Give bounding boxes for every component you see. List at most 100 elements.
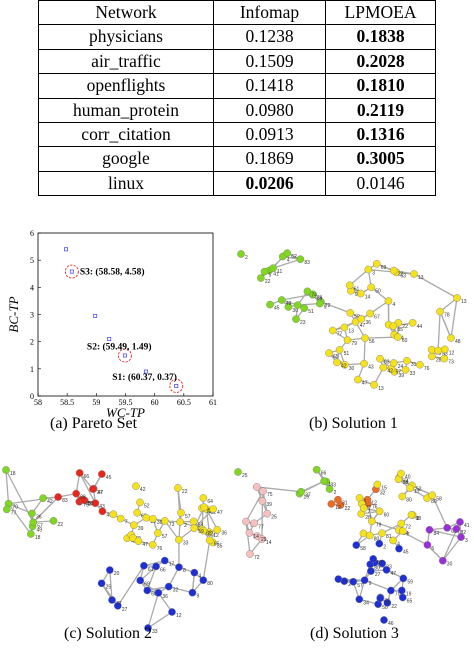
network-cell: air_traffic: [39, 49, 214, 73]
graph-node: [426, 526, 433, 533]
graph-node: [361, 360, 368, 367]
graph-node: [400, 575, 407, 582]
node-label: 36: [36, 514, 42, 520]
node-label: 2: [383, 545, 386, 551]
header-network: Network: [39, 1, 214, 25]
node-label: 22: [391, 604, 397, 610]
graph-node: [140, 562, 147, 569]
node-label: 11: [277, 269, 282, 275]
node-label: 20: [114, 571, 120, 577]
infomap-cell: 0.0913: [214, 122, 326, 146]
node-label: 15: [381, 485, 387, 491]
graph-node: [453, 525, 460, 532]
graph-node: [456, 518, 463, 525]
node-label: 37: [97, 490, 103, 496]
node-label: 30: [447, 562, 453, 568]
graph-node: [130, 522, 137, 529]
graph-edge: [438, 312, 440, 351]
graph-node: [292, 316, 299, 323]
caption-d: (d) Solution 3: [310, 625, 399, 643]
node-label: 80: [374, 565, 380, 571]
node-label: 12: [213, 533, 219, 539]
solution2-network: 4970184222573677662945735547834348375328…: [0, 452, 235, 652]
node-label: 64: [207, 499, 213, 505]
graph-node: [294, 302, 301, 309]
node-label: 28: [80, 495, 86, 501]
header-infomap: Infomap: [214, 1, 326, 25]
graph-node: [441, 346, 448, 353]
node-label: 85: [397, 327, 403, 333]
node-label: 9: [324, 305, 327, 311]
node-label: 7: [125, 520, 128, 526]
node-label: 3: [372, 270, 375, 276]
graph-node: [428, 353, 435, 360]
network-cell: linux: [39, 171, 214, 195]
graph-node: [110, 511, 117, 518]
node-label: 62: [291, 254, 297, 260]
graph-node: [365, 266, 372, 273]
node-label: 18: [35, 535, 41, 541]
node-label: 72: [254, 555, 260, 561]
graph-node: [135, 538, 142, 545]
graph-node: [136, 499, 143, 506]
y-axis-label: BC-TP: [6, 296, 21, 332]
node-label: 81: [386, 534, 392, 540]
graph-node: [76, 469, 83, 476]
graph-node: [206, 537, 213, 544]
graph-node: [439, 557, 446, 564]
node-label: 39: [138, 526, 144, 532]
node-label: 66: [160, 567, 166, 573]
node-label: 32: [173, 588, 179, 594]
graph-node: [367, 567, 374, 574]
node-label: 13: [348, 328, 354, 334]
plot-frame: [38, 233, 213, 396]
graph-node: [237, 250, 244, 257]
node-label: 66: [317, 295, 323, 301]
caption-b: (b) Solution 1: [309, 415, 398, 433]
node-label: 17: [169, 562, 175, 568]
y-tick-label: 0: [30, 392, 34, 401]
graph-node: [377, 595, 384, 602]
node-label: 37: [305, 493, 311, 499]
highlight-circle: [65, 265, 78, 278]
node-label: 7: [368, 509, 371, 515]
graph-node: [336, 346, 343, 353]
node-label: 65: [333, 354, 339, 360]
node-label: 12: [176, 613, 182, 619]
graph-node: [2, 466, 9, 473]
graph-node: [361, 335, 368, 342]
graph-node: [143, 514, 150, 521]
node-label: 55: [377, 560, 383, 566]
solution-label: S1: (60.37, 0.37): [112, 372, 177, 383]
node-label: 45: [106, 475, 112, 481]
node-label: 66: [84, 474, 90, 480]
lpmoea-cell: 0.0146: [326, 171, 436, 195]
graph-node: [149, 515, 156, 522]
data-point: [64, 248, 67, 251]
graph-node: [27, 530, 34, 537]
node-label: 78: [444, 313, 450, 319]
graph-node: [55, 493, 62, 500]
graph-node: [152, 563, 159, 570]
graph-node: [397, 470, 404, 477]
graph-node: [390, 323, 397, 330]
graph-node: [304, 288, 311, 295]
infomap-cell: 0.1869: [214, 147, 326, 171]
solution-label: S2: (59.49, 1.49): [87, 342, 152, 353]
graph-node: [246, 550, 253, 557]
node-layer: 3072923454111449798366747562512254501344…: [237, 250, 466, 392]
node-label: 31: [342, 501, 348, 507]
graph-node: [313, 466, 320, 473]
node-label: 82: [460, 530, 466, 536]
graph-node: [39, 495, 46, 502]
graph-node: [137, 577, 144, 584]
graph-node: [73, 490, 80, 497]
y-tick-label: 4: [30, 283, 34, 292]
node-label: 77: [342, 580, 348, 586]
lpmoea-cell: 0.3005: [326, 147, 436, 171]
data-point: [108, 337, 111, 340]
solution-label: S3: (58.58, 4.58): [80, 267, 145, 278]
